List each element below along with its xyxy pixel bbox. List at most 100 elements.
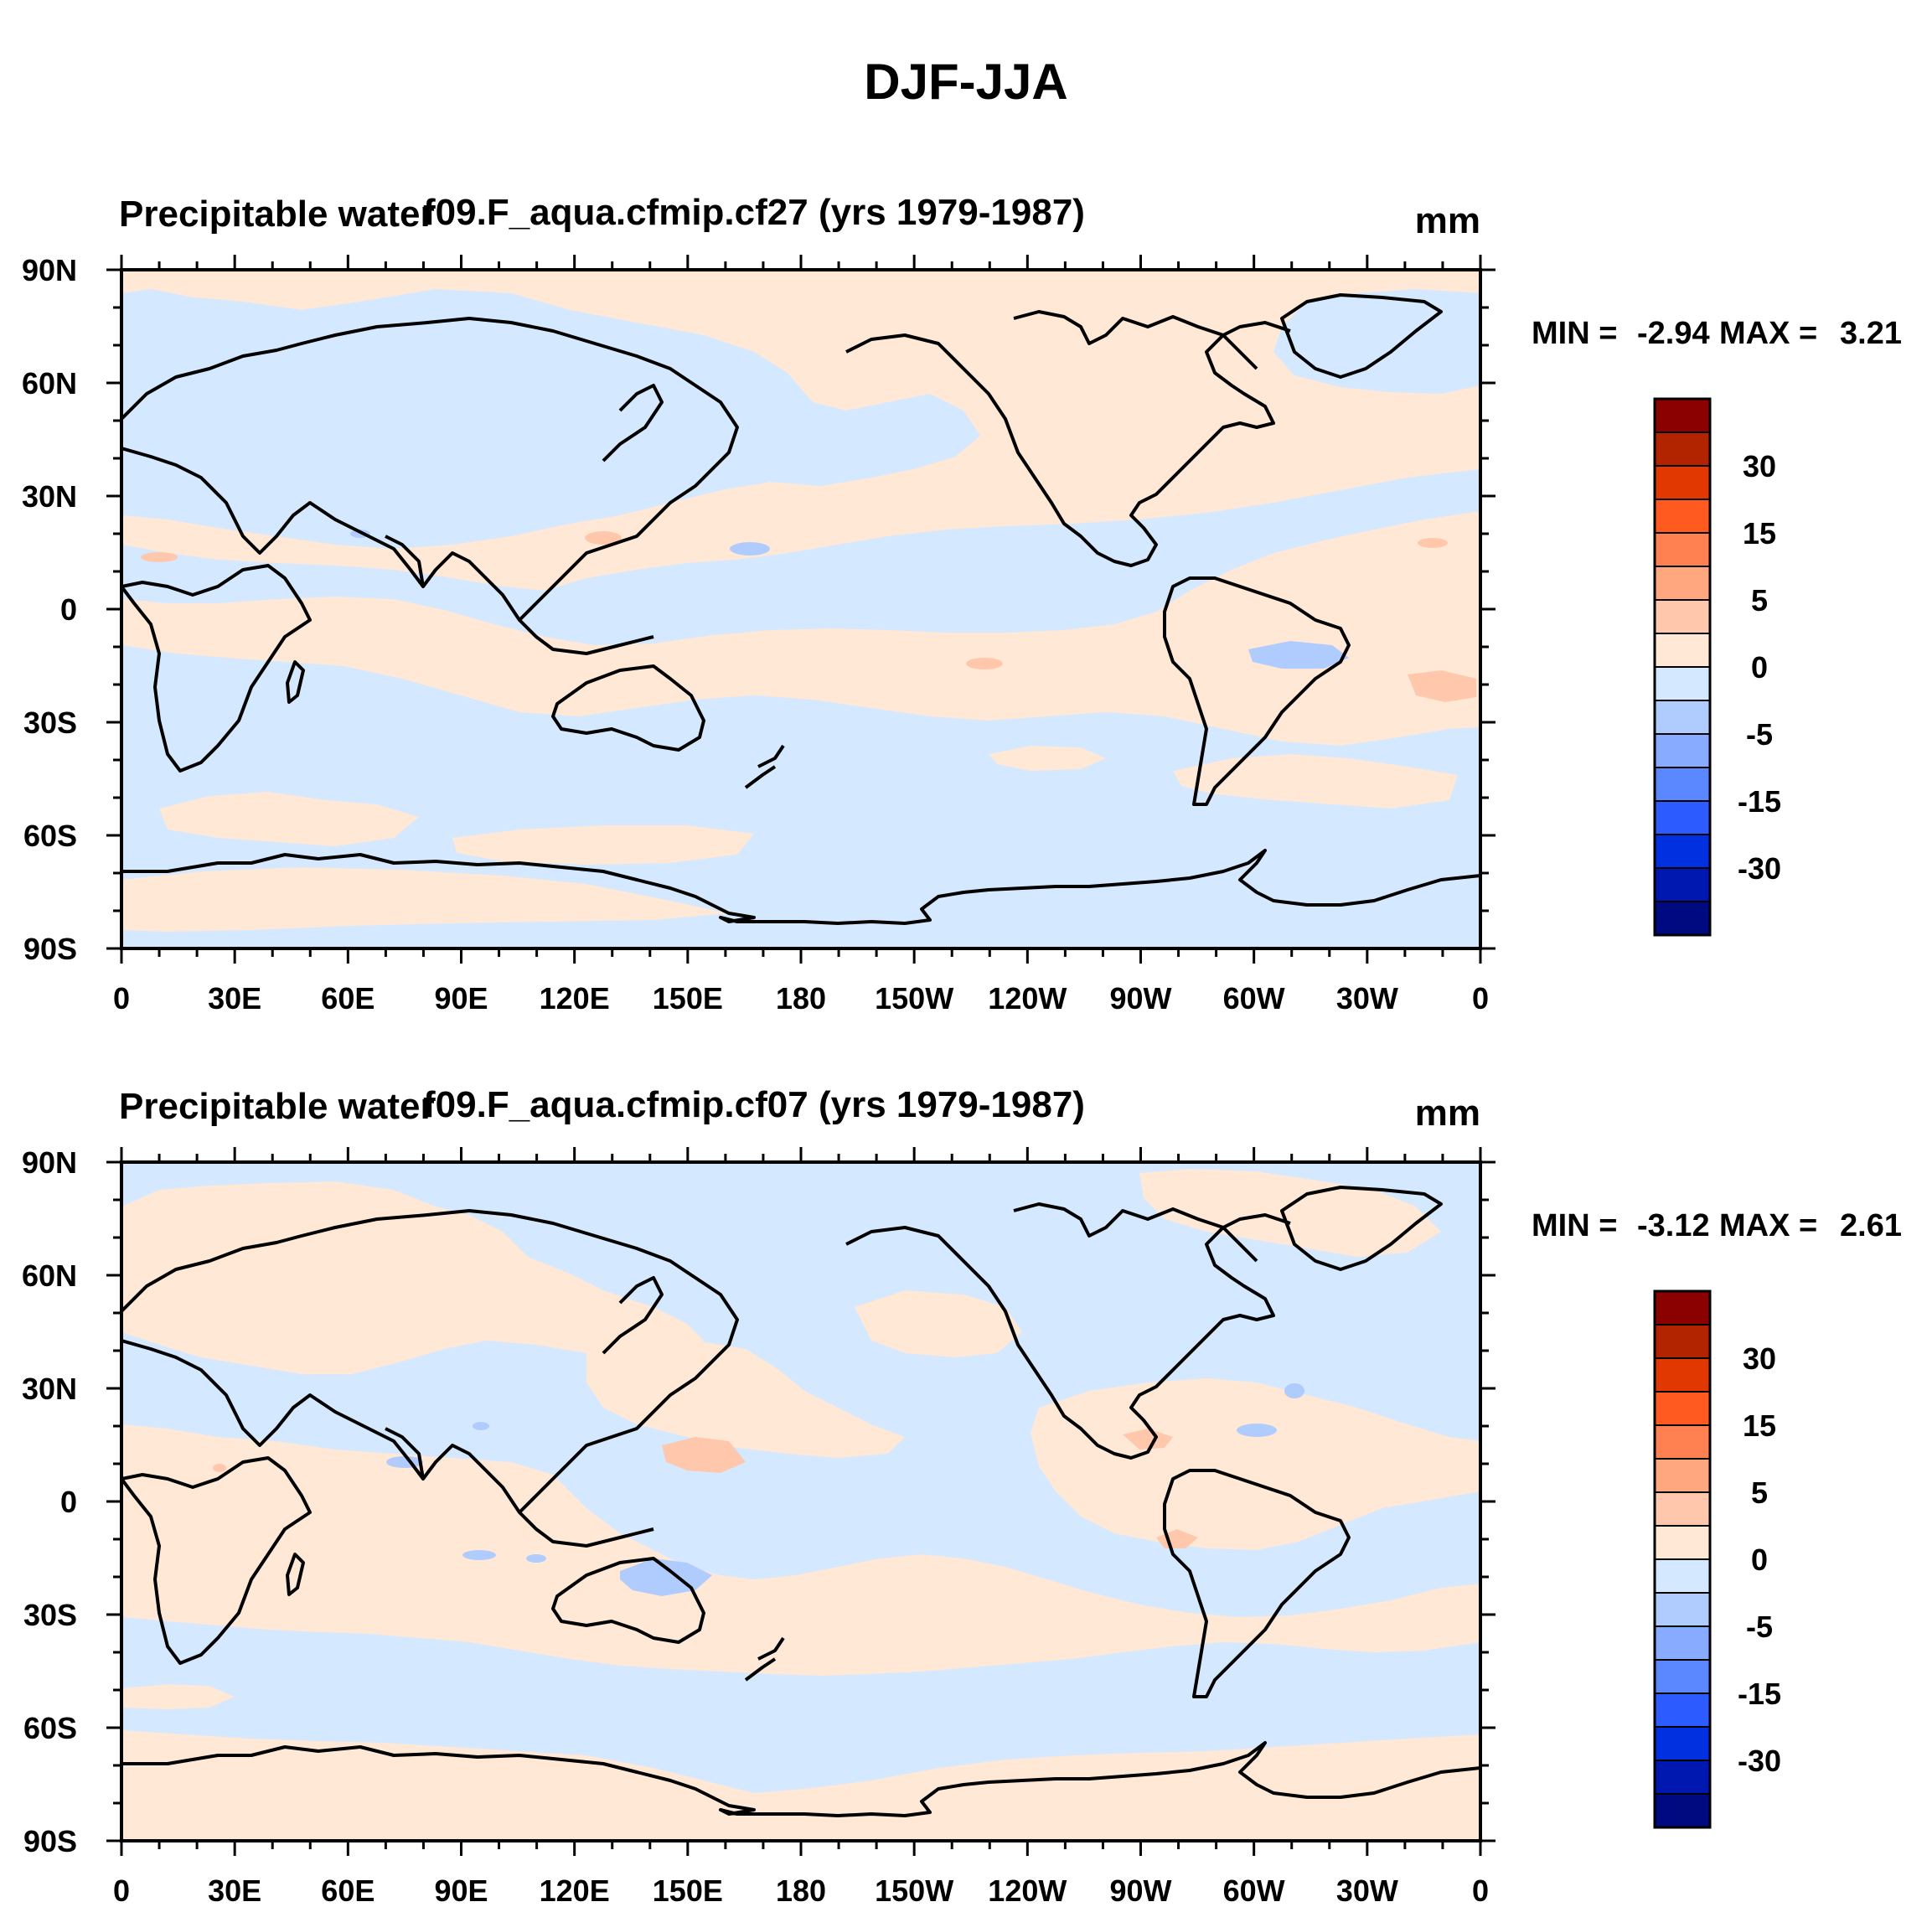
panel-2-units: mm [1415,1093,1480,1134]
x-tick-label: 90W [1109,1873,1171,1907]
colorbar-label: 0 [1751,1543,1768,1577]
panel-2-case: f09.F_aqua.cfmip.cf07 (yrs 1979-1987) [423,1084,1085,1125]
coastline-madagascar [286,660,305,704]
anomaly-region [121,867,729,932]
x-tick-label: 120W [988,1873,1067,1907]
panel-2-contour-fills [121,1169,1480,1841]
y-tick-label: 30S [23,1598,77,1632]
anomaly-region [386,1456,423,1468]
colorbar-swatch [1654,733,1711,768]
anomaly-region [966,658,1003,669]
x-tick-label: 90W [1109,981,1171,1016]
colorbar-swatch [1654,499,1711,534]
y-tick-label: 60S [23,819,77,853]
coastline-india [385,1427,425,1480]
anomaly-region [159,792,419,846]
anomaly-region [121,645,1480,948]
coastline-se-asia [518,618,654,655]
anomaly-region [462,1550,496,1560]
anomaly-region [1284,1383,1304,1398]
x-tick-label: 30E [208,1873,261,1907]
x-tick-label: 120E [540,1873,610,1907]
panel-1-min-label: MIN = [1532,316,1617,351]
x-tick-label: 0 [113,1873,130,1907]
coastline-india [385,535,425,587]
x-tick-label: 150E [653,981,723,1016]
panel-2-min-value: -3.12 [1637,1208,1710,1243]
anomaly-region [1273,289,1480,394]
colorbar-swatch [1654,1525,1711,1560]
panel-1-colorbar: 30 15 5 0 -5 -15 -30 [1653,397,1781,937]
anomaly-region [585,531,622,545]
anomaly-region [662,1437,746,1473]
y-tick-label: 30N [22,479,77,514]
x-tick-label: 150W [875,981,953,1016]
coastline-south-america [1163,576,1351,806]
colorbar-label: -5 [1746,717,1773,752]
coastline-north-america [845,1213,1291,1460]
x-tick-label: 60E [321,1873,375,1907]
y-tick-label: 90S [23,932,77,966]
anomaly-region [452,825,754,865]
panel-2-stats: MIN = -3.12 MAX = 2.61 [1532,1208,1902,1243]
anomaly-region [141,552,178,562]
colorbar-label: 5 [1751,1475,1768,1510]
panel-1-coastlines [121,293,1480,925]
x-tick-label: 90E [434,981,488,1016]
colorbar-swatch [1654,465,1711,500]
panel-1-stats: MIN = -2.94 MAX = 3.21 [1532,316,1902,351]
colorbar-label: 30 [1743,449,1776,483]
panel-2-max-value: 2.61 [1840,1208,1902,1243]
anomaly-region [1248,641,1349,669]
y-tick-label: 90N [22,253,77,287]
x-tick-label: 60W [1223,981,1285,1016]
colorbar-swatch [1654,1760,1711,1795]
map-panel-2: Precipitable water f09.F_aqua.cfmip.cf07… [22,1084,1902,1907]
panel-2-coastlines [121,1186,1480,1817]
colorbar-swatch [1654,1625,1711,1661]
x-tick-label: 0 [113,981,130,1016]
colorbar-label: -30 [1738,851,1781,886]
coastline-europe-asia [121,317,739,622]
anomaly-region [526,1554,546,1563]
coastline-africa [121,564,312,773]
panel-2-variable: Precipitable water [119,1086,435,1127]
x-tick-label: 180 [776,1873,826,1907]
anomaly-region [121,1424,1480,1676]
x-tick-label: 180 [776,981,826,1016]
map-panel-1: Precipitable water f09.F_aqua.cfmip.cf27… [22,192,1902,1016]
y-tick-label: 90N [22,1145,77,1180]
x-tick-label: 90E [434,1873,488,1907]
colorbar-label: 5 [1751,583,1768,618]
anomaly-region [121,469,1480,645]
colorbar-swatch [1654,1693,1711,1728]
y-tick-label: 60S [23,1711,77,1745]
panel-2-ticks [106,1147,1495,1856]
colorbar-swatch [1654,834,1711,869]
panel-2-min-label: MIN = [1532,1208,1617,1243]
colorbar-swatch [1654,700,1711,735]
anomaly-region [121,1181,704,1374]
x-tick-label: 30W [1336,981,1398,1016]
colorbar-swatch [1654,767,1711,802]
coastline-new-zealand [744,744,785,789]
y-tick-label: 30S [23,705,77,740]
x-tick-label: 120W [988,981,1067,1016]
coastline-greenland [1280,1186,1443,1271]
coastline-new-zealand [744,1636,785,1682]
y-tick-label: 90S [23,1824,77,1858]
y-tick-label: 0 [60,1485,77,1519]
coastline-africa [121,1456,312,1665]
y-tick-label: 0 [60,592,77,627]
anomaly-region [213,1464,226,1472]
colorbar-swatch [1654,1391,1711,1426]
x-tick-label: 0 [1472,1873,1489,1907]
panel-1-ticks [106,255,1495,964]
coastline-antarctica [121,1741,1480,1817]
anomaly-region [1139,1169,1441,1257]
anomaly-region [1123,1429,1173,1450]
coastline-madagascar [286,1553,305,1596]
anomaly-region [586,1332,905,1458]
x-tick-label: 60W [1223,1873,1285,1907]
panel-1-plot-area [120,268,1482,950]
